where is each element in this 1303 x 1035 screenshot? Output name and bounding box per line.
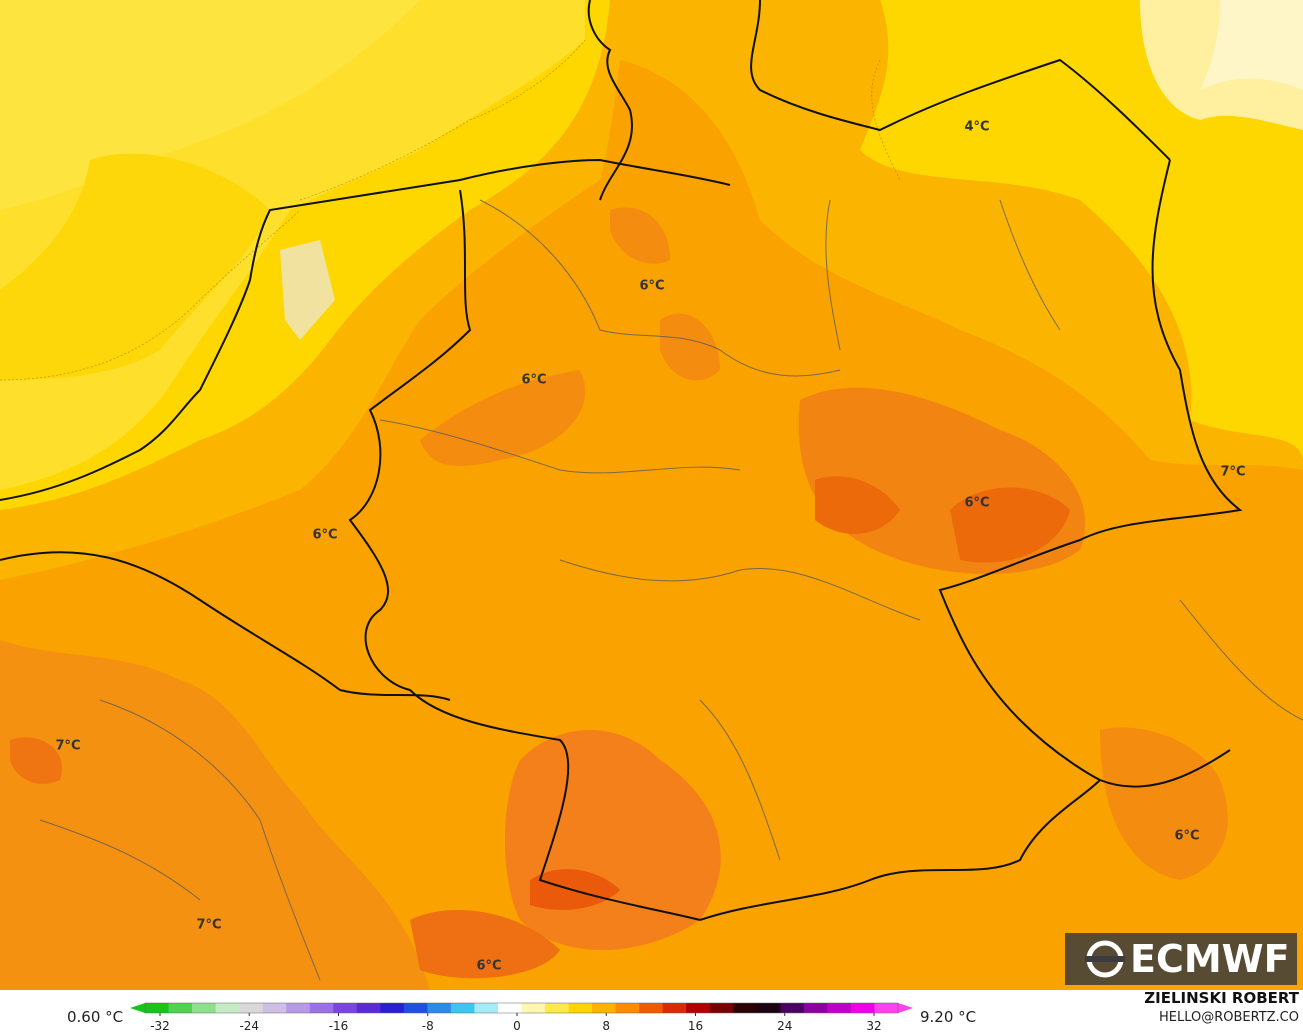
colorbar: -32 -24 -16 -8 0 8 16 24 32 xyxy=(130,1002,913,1033)
warm-field xyxy=(660,313,720,381)
colorbar-max: 9.20 °C xyxy=(920,1008,976,1026)
cool-patch xyxy=(1200,0,1303,90)
coastline xyxy=(0,0,731,501)
hot-spot xyxy=(815,476,900,534)
colorbar-segment xyxy=(756,1003,781,1013)
warm-field xyxy=(1100,727,1228,880)
border xyxy=(348,189,1231,921)
colorbar-segment xyxy=(850,1003,875,1013)
colorbar-segment xyxy=(380,1003,405,1013)
colorbar-segment xyxy=(497,1003,522,1013)
coastline xyxy=(750,0,1171,161)
colorbar-segment xyxy=(874,1003,899,1013)
colorbar-tick-label: 32 xyxy=(866,1019,881,1033)
admin-border xyxy=(39,199,1303,981)
map xyxy=(0,0,1303,990)
colorbar-segment xyxy=(803,1003,828,1013)
colorbar-segment xyxy=(827,1003,852,1013)
warm-field xyxy=(0,640,430,990)
temperature-label: 7°C xyxy=(1220,465,1245,480)
colorbar-segment xyxy=(733,1003,758,1013)
temperature-label: 6°C xyxy=(521,373,546,388)
colorbar-segment xyxy=(403,1003,428,1013)
colorbar-segment xyxy=(286,1003,311,1013)
colorbar-segment xyxy=(168,1003,193,1013)
colorbar-segment xyxy=(450,1003,475,1013)
colorbar-segment xyxy=(615,1003,640,1013)
logo-icon xyxy=(1085,956,1125,962)
colorbar-segment xyxy=(239,1003,264,1013)
contour xyxy=(871,59,901,181)
border xyxy=(0,551,451,701)
colorbar-segment xyxy=(639,1003,664,1013)
colorbar-segment xyxy=(192,1003,217,1013)
colorbar-segment xyxy=(215,1003,240,1013)
temperature-label: 7°C xyxy=(55,739,80,754)
temperature-label: 6°C xyxy=(476,959,501,974)
colorbar-tick-label: 24 xyxy=(777,1019,792,1033)
colorbar-end xyxy=(130,1003,145,1013)
colorbar-segment xyxy=(309,1003,334,1013)
colorbar-segment xyxy=(427,1003,452,1013)
temperature-label: 6°C xyxy=(964,496,989,511)
contour xyxy=(0,209,301,381)
temperature-label: 6°C xyxy=(1174,829,1199,844)
colorbar-segment xyxy=(592,1003,617,1013)
colorbar-segment xyxy=(568,1003,593,1013)
email: HELLO@ROBERTZ.CO xyxy=(1159,1010,1299,1025)
author: ZIELINSKI ROBERT xyxy=(1144,989,1299,1007)
colorbar-tick-label: -16 xyxy=(329,1019,349,1033)
colorbar-segment xyxy=(780,1003,805,1013)
temperature-label: 6°C xyxy=(639,279,664,294)
colorbar-segment xyxy=(709,1003,734,1013)
lake xyxy=(280,240,335,340)
colorbar-tick-label: -32 xyxy=(150,1019,170,1033)
map-labels: 4°C 6°C 6°C 6°C 6°C 7°C 7°C 6°C 7°C 6°C xyxy=(55,120,1245,974)
contour xyxy=(299,39,586,201)
hot-spot xyxy=(10,737,62,784)
warm-field xyxy=(420,370,586,466)
warm-field xyxy=(610,207,670,264)
colorbar-segment xyxy=(474,1003,499,1013)
temperature-label: 4°C xyxy=(964,120,989,135)
colorbar-tick-label: 0 xyxy=(513,1019,521,1033)
temperature-label: 7°C xyxy=(196,918,221,933)
colorbar-segment xyxy=(333,1003,358,1013)
colorbar-min: 0.60 °C xyxy=(67,1008,123,1026)
temperature-label: 6°C xyxy=(312,528,337,543)
colorbar-tick-label: -8 xyxy=(422,1019,434,1033)
colorbar-frame xyxy=(144,1002,899,1014)
border xyxy=(938,159,1243,781)
colorbar-tick-label: 8 xyxy=(602,1019,610,1033)
colorbar-segment xyxy=(662,1003,687,1013)
colorbar-end xyxy=(898,1003,913,1013)
warm-field xyxy=(0,60,1303,990)
colorbar-segment xyxy=(686,1003,711,1013)
colorbar-tick-label: 16 xyxy=(688,1019,703,1033)
colorbar-tick-label: -24 xyxy=(239,1019,259,1033)
logo-text: ECMWF xyxy=(1130,937,1290,981)
logo: ECMWF xyxy=(1065,933,1297,985)
sea-field xyxy=(0,153,270,380)
colorbar-segment xyxy=(145,1003,170,1013)
colorbar-segment xyxy=(262,1003,287,1013)
colorbar-segment xyxy=(521,1003,546,1013)
colorbar-segment xyxy=(545,1003,570,1013)
colorbar-segment xyxy=(356,1003,381,1013)
hot-spot xyxy=(950,487,1070,563)
hot-spot xyxy=(410,910,560,979)
